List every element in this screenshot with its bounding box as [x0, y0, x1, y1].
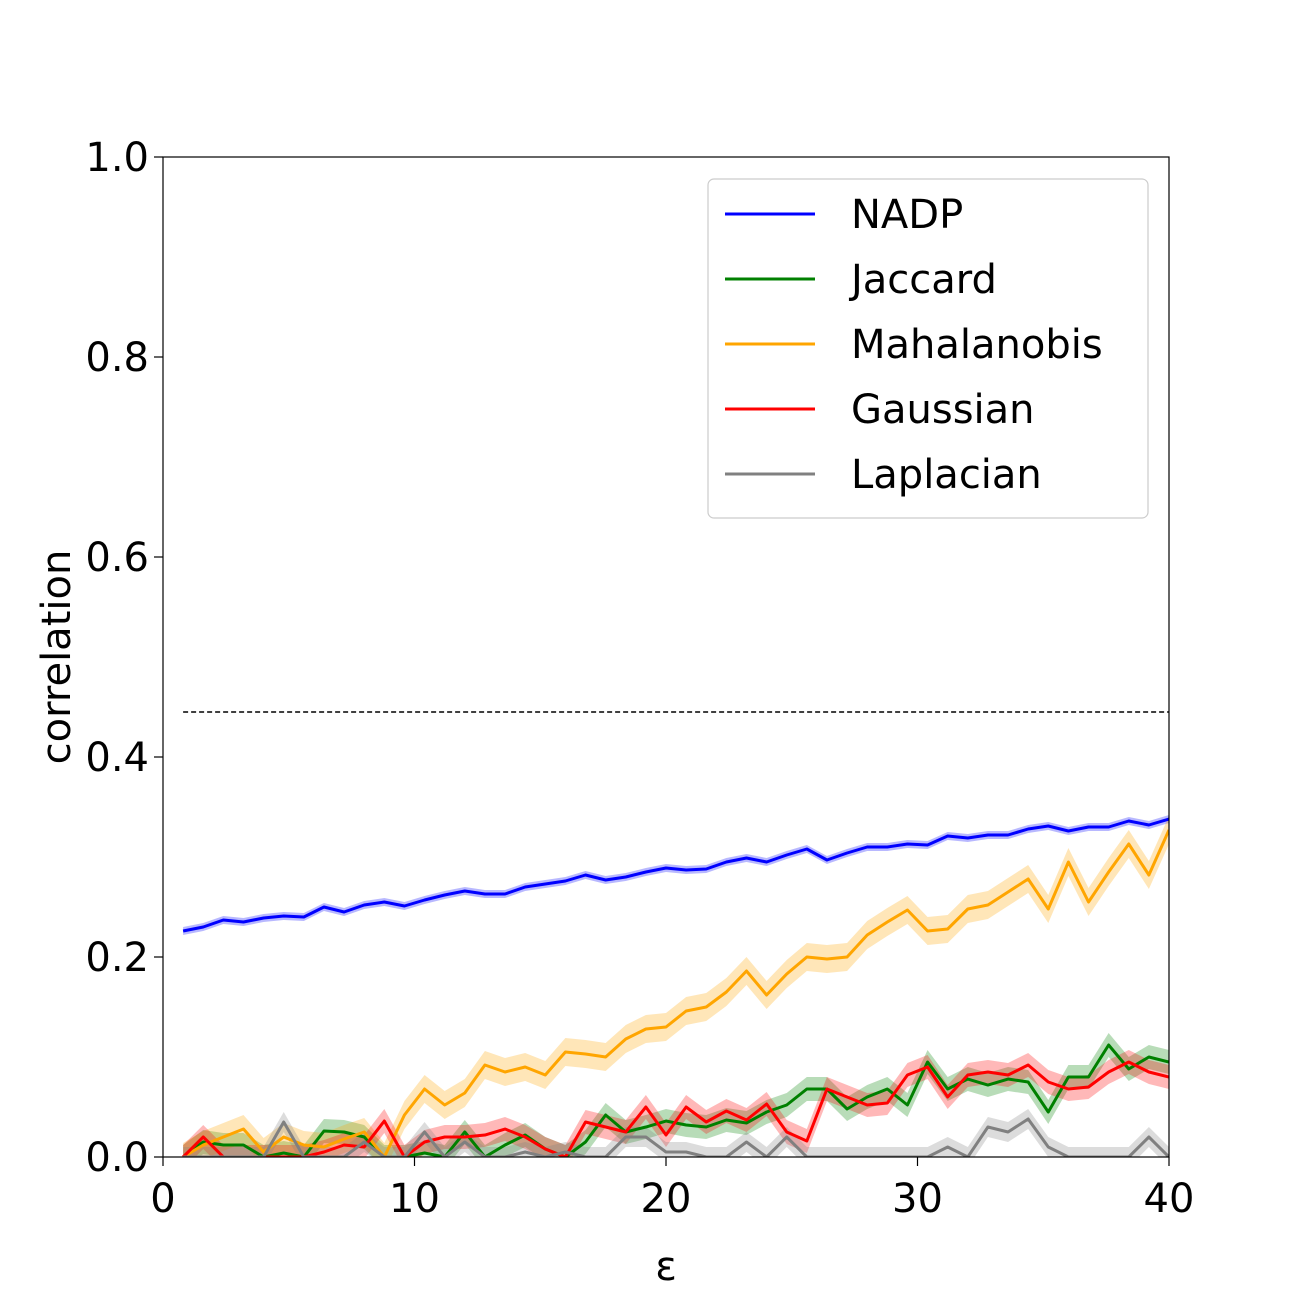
legend-label-laplacian: Laplacian: [851, 452, 1042, 498]
x-axis-ticks: 0 10 20 30 40: [150, 1157, 1194, 1222]
x-tick-label: 30: [892, 1176, 943, 1222]
x-tick-label: 10: [389, 1176, 440, 1222]
x-tick-label: 0: [150, 1176, 175, 1222]
band-gaussian: [183, 1050, 1169, 1157]
y-tick-label: 0.4: [85, 735, 149, 781]
y-axis-label: correlation: [34, 550, 80, 765]
series-lines: [182, 817, 1169, 1157]
y-tick-label: 0.2: [85, 935, 149, 981]
legend-label-gaussian: Gaussian: [851, 387, 1035, 433]
legend-label-jaccard: Jaccard: [848, 257, 997, 303]
y-axis-ticks: 0.0 0.2 0.4 0.6 0.8 1.0: [85, 135, 163, 1181]
x-tick-label: 20: [641, 1176, 692, 1222]
x-tick-label: 40: [1144, 1176, 1195, 1222]
y-tick-label: 1.0: [85, 135, 149, 181]
series-line-gaussian: [182, 1060, 1169, 1157]
legend: NADP Jaccard Mahalanobis Gaussian Laplacian: [707, 178, 1149, 519]
series-line-mahalanobis: [182, 829, 1169, 1157]
band-jaccard: [183, 1033, 1169, 1157]
band-laplacian: [183, 1109, 1169, 1157]
legend-box: [707, 178, 1149, 519]
legend-label-nadp: NADP: [851, 192, 963, 238]
legend-label-mahalanobis: Mahalanobis: [851, 322, 1103, 368]
y-tick-label: 0.8: [85, 335, 149, 381]
y-tick-label: 0.6: [85, 535, 149, 581]
y-tick-label: 0.0: [85, 1135, 149, 1181]
series-line-laplacian: [183, 1117, 1169, 1157]
series-line-nadp: [182, 817, 1169, 933]
x-axis-label: ε: [655, 1244, 677, 1290]
